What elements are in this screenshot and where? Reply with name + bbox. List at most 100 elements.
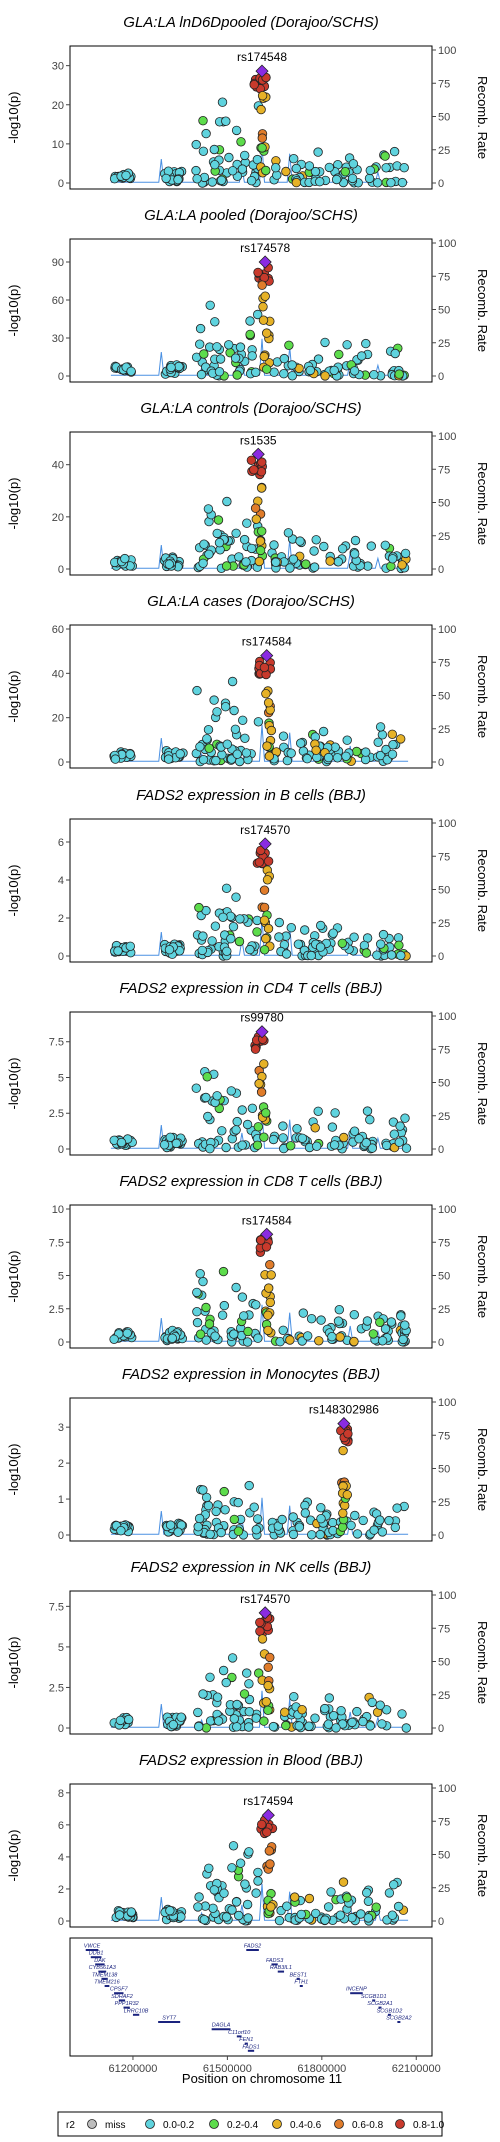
snp-point xyxy=(323,752,334,763)
snp-point xyxy=(268,1134,279,1145)
snp-point xyxy=(284,340,294,351)
gene-label: FTH1 xyxy=(294,1980,308,1986)
snp-point xyxy=(348,159,359,169)
snp-point xyxy=(339,1132,349,1143)
recomb-tick-label: 75 xyxy=(438,464,450,476)
snp-point xyxy=(259,945,270,955)
snp-point xyxy=(213,515,224,525)
snp-point xyxy=(258,315,269,325)
snp-point xyxy=(381,1140,392,1151)
snp-point xyxy=(266,725,277,736)
recomb-tick-label: 25 xyxy=(438,1690,450,1702)
snp-point xyxy=(229,1714,240,1724)
snp-point xyxy=(324,1693,335,1703)
snp-point xyxy=(313,147,323,157)
snp-point xyxy=(281,1720,291,1731)
snp-point xyxy=(212,528,222,539)
snp-point xyxy=(350,549,360,559)
snp-point xyxy=(350,535,361,546)
y-tick-label: 10 xyxy=(52,139,64,151)
legend-label: miss xyxy=(105,2120,126,2131)
plot-frame xyxy=(69,818,433,963)
snp-point xyxy=(231,528,241,539)
lead-snp-marker xyxy=(337,1417,351,1431)
snp-point xyxy=(263,1310,273,1321)
snp-point xyxy=(239,534,250,545)
snp-point xyxy=(384,1515,394,1526)
snp-point xyxy=(300,925,310,935)
snp-point xyxy=(256,1235,266,1245)
y-tick-label: 1 xyxy=(58,1494,64,1506)
recomb-axis-label: Recomb. Rate xyxy=(475,1621,490,1704)
y-tick-label: 8 xyxy=(58,1788,64,1800)
snp-point xyxy=(191,1083,202,1093)
snp-point xyxy=(210,921,221,931)
snp-point xyxy=(387,1910,398,1920)
gene-label: SDHAF2 xyxy=(111,1994,133,2000)
snp-point xyxy=(306,1313,317,1324)
snp-point xyxy=(221,561,232,571)
snp-point xyxy=(313,1106,323,1117)
y-tick-label: 6 xyxy=(58,1820,64,1832)
snp-point xyxy=(281,166,291,177)
lead-snp-marker xyxy=(260,649,274,663)
snp-point xyxy=(165,1132,176,1143)
snp-point xyxy=(217,1310,228,1320)
recomb-tick-label: 25 xyxy=(438,1111,450,1123)
snp-point xyxy=(381,163,391,173)
snp-point xyxy=(256,483,267,493)
snp-point xyxy=(243,1326,253,1337)
snp-point xyxy=(327,1331,337,1342)
snp-point xyxy=(216,1527,226,1538)
snp-point xyxy=(126,366,136,377)
snp-point xyxy=(226,934,236,944)
snp-point xyxy=(387,749,398,760)
snp-point xyxy=(390,1522,401,1533)
recomb-tick-label: 0 xyxy=(438,1337,444,1349)
recomb-tick-label: 50 xyxy=(438,498,450,510)
snp-point xyxy=(327,1122,338,1132)
snp-point xyxy=(203,1500,214,1511)
snp-point xyxy=(231,1282,241,1293)
snp-point xyxy=(362,1316,373,1326)
panel-title: FADS2 expression in Monocytes (BBJ) xyxy=(122,1366,380,1383)
recomb-tick-label: 75 xyxy=(438,78,450,90)
y-axis-label: -log10(p) xyxy=(6,284,21,336)
snp-point xyxy=(218,1266,229,1277)
recomb-tick-label: 50 xyxy=(438,1850,450,1862)
snp-point xyxy=(220,702,231,712)
snp-point xyxy=(338,1508,348,1519)
plot-frame xyxy=(69,431,433,576)
plot-frame xyxy=(69,1783,433,1928)
snp-point xyxy=(263,1705,273,1716)
recomb-axis-label: Recomb. Rate xyxy=(475,462,490,545)
snp-point xyxy=(201,128,211,139)
recomb-tick-label: 0 xyxy=(438,1916,444,1928)
snp-point xyxy=(290,1892,300,1902)
snp-point xyxy=(242,1337,253,1347)
snp-point xyxy=(349,366,360,376)
snp-point xyxy=(233,1910,244,1921)
snp-point xyxy=(261,1696,272,1707)
recomb-tick-label: 100 xyxy=(438,431,456,443)
snp-point xyxy=(281,949,292,959)
recomb-tick-label: 25 xyxy=(438,338,450,350)
panel-title: GLA:LA controls (Dorajoo/SCHS) xyxy=(140,400,361,417)
panels-group: GLA:LA lnD6Dpooled (Dorajoo/SCHS)0102030… xyxy=(6,14,490,1928)
snp-point xyxy=(198,115,208,126)
snp-point xyxy=(271,557,281,568)
snp-point xyxy=(202,1072,212,1082)
snp-point xyxy=(227,166,238,176)
snp-point xyxy=(109,1334,119,1345)
snp-point xyxy=(380,151,390,161)
snp-point xyxy=(214,538,225,548)
y-tick-label: 0 xyxy=(58,1144,64,1156)
snp-point xyxy=(205,1143,215,1154)
legend-swatch xyxy=(145,2119,155,2129)
lead-snp-marker xyxy=(255,64,269,78)
y-tick-label: 30 xyxy=(52,333,64,345)
snp-point xyxy=(165,1520,176,1530)
snp-point xyxy=(257,1634,268,1644)
snp-point xyxy=(331,174,342,185)
snp-point xyxy=(363,1896,374,1907)
